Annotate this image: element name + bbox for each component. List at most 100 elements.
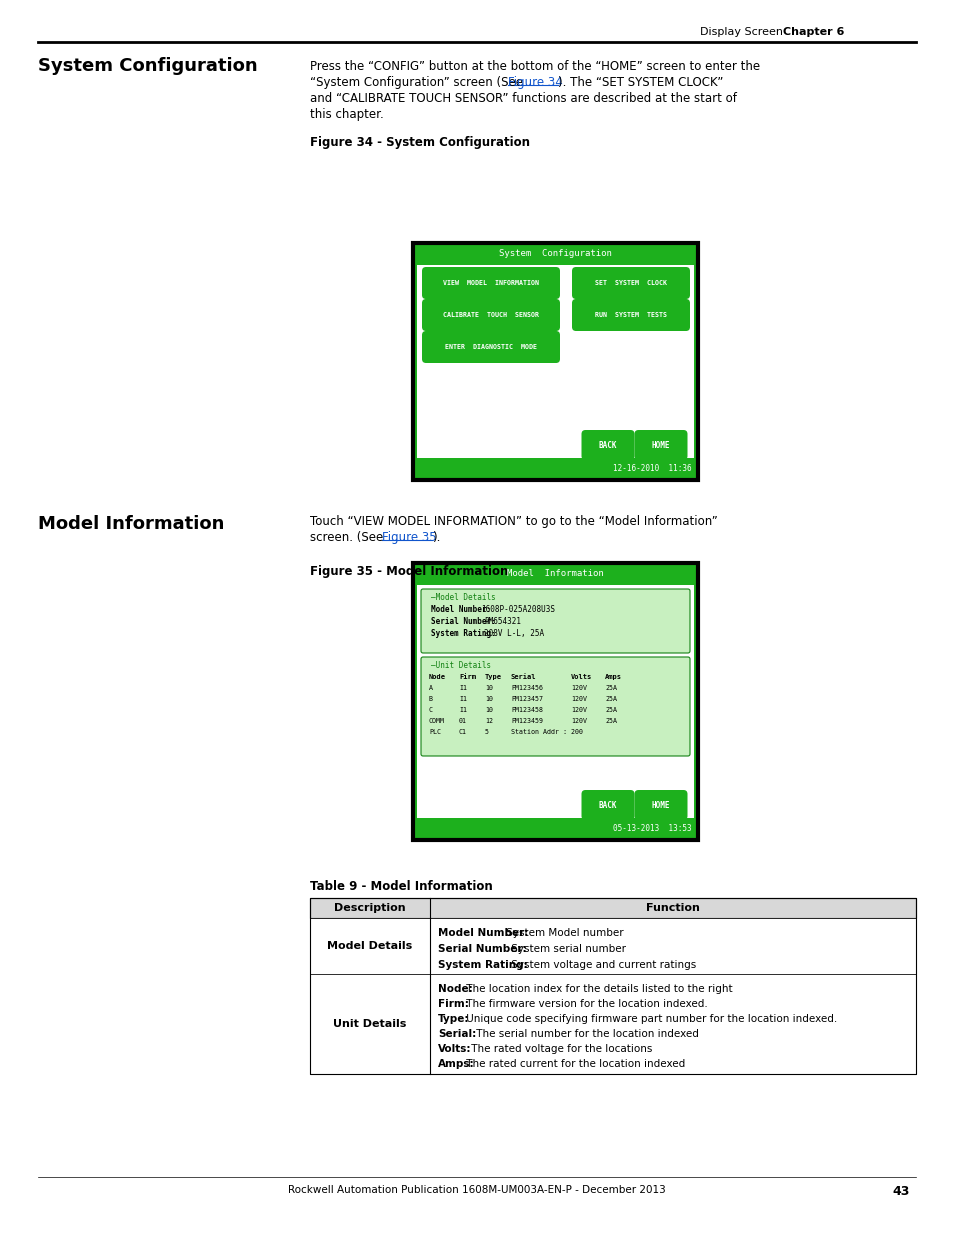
Text: The firmware version for the location indexed.: The firmware version for the location in… bbox=[462, 999, 707, 1009]
Text: System Rating:: System Rating: bbox=[431, 629, 500, 638]
Text: PM123459: PM123459 bbox=[511, 718, 542, 724]
Text: ). The “SET SYSTEM CLOCK”: ). The “SET SYSTEM CLOCK” bbox=[558, 77, 722, 89]
Text: PM123457: PM123457 bbox=[511, 697, 542, 701]
FancyBboxPatch shape bbox=[421, 299, 559, 331]
Text: Serial:: Serial: bbox=[437, 1029, 476, 1039]
Text: C1: C1 bbox=[458, 729, 467, 735]
Text: Node: Node bbox=[429, 674, 446, 680]
Text: Amps:: Amps: bbox=[437, 1058, 475, 1070]
Text: Touch “VIEW MODEL INFORMATION” to go to the “Model Information”: Touch “VIEW MODEL INFORMATION” to go to … bbox=[310, 515, 717, 529]
Text: Model Number:: Model Number: bbox=[431, 605, 496, 614]
FancyBboxPatch shape bbox=[420, 589, 689, 653]
FancyBboxPatch shape bbox=[581, 790, 634, 820]
Text: System Rating:: System Rating: bbox=[437, 960, 527, 969]
Text: 120V: 120V bbox=[571, 697, 586, 701]
Text: Serial: Serial bbox=[511, 674, 536, 680]
Text: Figure 34 - System Configuration: Figure 34 - System Configuration bbox=[310, 136, 530, 149]
FancyBboxPatch shape bbox=[572, 299, 689, 331]
Text: HOME: HOME bbox=[651, 441, 670, 450]
Text: 25A: 25A bbox=[604, 685, 617, 692]
FancyBboxPatch shape bbox=[413, 243, 698, 480]
Text: 208V L-L, 25A: 208V L-L, 25A bbox=[484, 629, 544, 638]
FancyBboxPatch shape bbox=[421, 331, 559, 363]
Text: and “CALIBRATE TOUCH SENSOR” functions are described at the start of: and “CALIBRATE TOUCH SENSOR” functions a… bbox=[310, 91, 736, 105]
Text: 10: 10 bbox=[484, 685, 493, 692]
Text: 120V: 120V bbox=[571, 706, 586, 713]
Text: Firm: Firm bbox=[458, 674, 476, 680]
Text: 12-16-2010  11:36: 12-16-2010 11:36 bbox=[613, 464, 691, 473]
Text: this chapter.: this chapter. bbox=[310, 107, 383, 121]
Text: VIEW  MODEL  INFORMATION: VIEW MODEL INFORMATION bbox=[442, 280, 538, 287]
FancyBboxPatch shape bbox=[421, 267, 559, 299]
Text: The location index for the details listed to the right: The location index for the details liste… bbox=[462, 984, 732, 994]
Text: ).: ). bbox=[432, 531, 440, 543]
Text: 25A: 25A bbox=[604, 697, 617, 701]
Text: Chapter 6: Chapter 6 bbox=[782, 27, 843, 37]
Text: —Unit Details: —Unit Details bbox=[431, 661, 491, 671]
Text: Serial Number:: Serial Number: bbox=[437, 944, 526, 953]
Bar bbox=[416, 266, 693, 458]
Text: Press the “CONFIG” button at the bottom of the “HOME” screen to enter the: Press the “CONFIG” button at the bottom … bbox=[310, 61, 760, 73]
Text: Type: Type bbox=[484, 674, 501, 680]
Text: screen. (See: screen. (See bbox=[310, 531, 387, 543]
Text: System Model number: System Model number bbox=[502, 927, 623, 939]
Text: Description: Description bbox=[334, 903, 405, 913]
Text: Amps: Amps bbox=[604, 674, 621, 680]
Text: Type:: Type: bbox=[437, 1014, 469, 1024]
Text: 120V: 120V bbox=[571, 685, 586, 692]
Text: Rockwell Automation Publication 1608M-UM003A-EN-P - December 2013: Rockwell Automation Publication 1608M-UM… bbox=[288, 1186, 665, 1195]
Text: C: C bbox=[429, 706, 433, 713]
Text: Serial Number:: Serial Number: bbox=[431, 618, 500, 626]
Text: System voltage and current ratings: System voltage and current ratings bbox=[507, 960, 696, 969]
Text: The serial number for the location indexed: The serial number for the location index… bbox=[473, 1029, 699, 1039]
Text: SET  SYSTEM  CLOCK: SET SYSTEM CLOCK bbox=[595, 280, 666, 287]
Bar bbox=[310, 918, 915, 974]
Text: Node:: Node: bbox=[437, 984, 473, 994]
Text: PLC: PLC bbox=[429, 729, 440, 735]
Text: A: A bbox=[429, 685, 433, 692]
Text: I1: I1 bbox=[458, 706, 467, 713]
Text: PM123458: PM123458 bbox=[511, 706, 542, 713]
Text: CALIBRATE  TOUCH  SENSOR: CALIBRATE TOUCH SENSOR bbox=[442, 312, 538, 317]
Text: The rated current for the location indexed: The rated current for the location index… bbox=[462, 1058, 684, 1070]
Text: Figure 35 - Model Information: Figure 35 - Model Information bbox=[310, 564, 508, 578]
Bar bbox=[310, 898, 915, 918]
Text: Function: Function bbox=[645, 903, 700, 913]
Text: I1: I1 bbox=[458, 685, 467, 692]
Text: Display Screen: Display Screen bbox=[700, 27, 782, 37]
Text: 12: 12 bbox=[484, 718, 493, 724]
FancyBboxPatch shape bbox=[572, 267, 689, 299]
Text: Figure 35: Figure 35 bbox=[381, 531, 436, 543]
Text: 10: 10 bbox=[484, 706, 493, 713]
Bar bbox=[416, 585, 693, 818]
FancyBboxPatch shape bbox=[581, 430, 634, 459]
Text: System Configuration: System Configuration bbox=[38, 57, 257, 75]
Text: System  Configuration: System Configuration bbox=[498, 249, 611, 258]
Text: 25A: 25A bbox=[604, 718, 617, 724]
Text: Table 9 - Model Information: Table 9 - Model Information bbox=[310, 881, 493, 893]
Text: ENTER  DIAGNOSTIC  MODE: ENTER DIAGNOSTIC MODE bbox=[444, 345, 537, 350]
Text: 01: 01 bbox=[458, 718, 467, 724]
Text: Model Details: Model Details bbox=[327, 941, 413, 951]
Text: PM123456: PM123456 bbox=[511, 685, 542, 692]
Text: Volts: Volts bbox=[571, 674, 592, 680]
Text: BACK: BACK bbox=[598, 441, 617, 450]
Text: 25A: 25A bbox=[604, 706, 617, 713]
FancyBboxPatch shape bbox=[420, 657, 689, 756]
Text: I1: I1 bbox=[458, 697, 467, 701]
Text: COMM: COMM bbox=[429, 718, 444, 724]
Bar bbox=[310, 974, 915, 1074]
Text: Station Addr : 200: Station Addr : 200 bbox=[511, 729, 582, 735]
Text: 43: 43 bbox=[892, 1186, 909, 1198]
Text: 10: 10 bbox=[484, 697, 493, 701]
FancyBboxPatch shape bbox=[413, 563, 698, 840]
Text: 1608P-025A208U3S: 1608P-025A208U3S bbox=[480, 605, 554, 614]
Text: Unit Details: Unit Details bbox=[333, 1019, 406, 1029]
Text: The rated voltage for the locations: The rated voltage for the locations bbox=[468, 1044, 652, 1053]
Text: Model Number:: Model Number: bbox=[437, 927, 528, 939]
Text: “System Configuration” screen (See: “System Configuration” screen (See bbox=[310, 77, 526, 89]
Text: 05-13-2013  13:53: 05-13-2013 13:53 bbox=[613, 824, 691, 832]
Text: PM654321: PM654321 bbox=[484, 618, 520, 626]
Text: Model  Information: Model Information bbox=[507, 569, 603, 578]
Text: —Model Details: —Model Details bbox=[431, 593, 496, 601]
